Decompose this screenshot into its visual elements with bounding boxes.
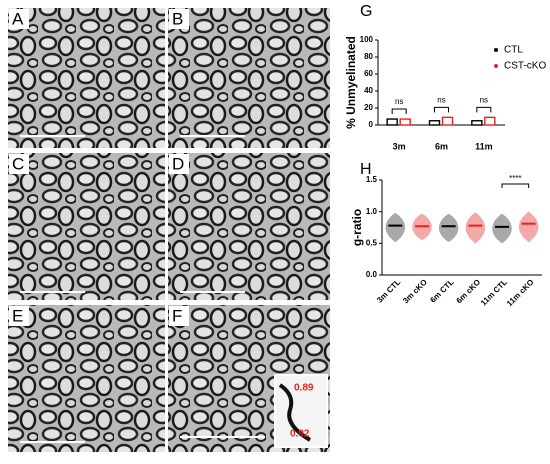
annotation: ns — [395, 97, 403, 106]
sig-bracket — [434, 106, 449, 113]
panel-letter: A — [12, 9, 24, 28]
em-images — [8, 8, 330, 452]
em-image — [8, 305, 165, 452]
em-image — [8, 153, 165, 300]
panel-letter: B — [172, 9, 183, 28]
letter-bg — [169, 154, 189, 174]
y-axis-label: % Unmyelinated — [344, 36, 358, 129]
violin — [438, 213, 459, 243]
y-tick-label: 0.0 — [366, 270, 378, 279]
legend-label: CTL — [504, 45, 523, 56]
panel-letter: C — [12, 154, 24, 173]
annotation: ns — [480, 95, 488, 104]
x-tick-label: 11m CTL — [479, 277, 509, 307]
x-tick-label: 6m CTL — [428, 277, 455, 304]
letter-bg — [169, 306, 189, 326]
violin — [492, 213, 512, 244]
y-tick-label: 1.0 — [366, 207, 378, 216]
annotation: **** — [509, 174, 521, 183]
x-tick-label: 6m — [435, 141, 448, 151]
y-tick-label: 80 — [364, 52, 373, 61]
bar — [441, 116, 454, 126]
panel-letter: H — [360, 161, 372, 178]
em-image — [168, 8, 330, 148]
y-tick-label: 20 — [364, 103, 373, 112]
letter-bg — [9, 9, 29, 29]
panel-letter: F — [172, 306, 182, 325]
y-tick-label: 1.5 — [366, 175, 378, 184]
y-axis-label: g-ratio — [350, 209, 364, 246]
y-tick-label: 0 — [369, 120, 374, 129]
legend-marker — [494, 64, 498, 68]
bar — [484, 116, 496, 126]
y-tick-label: 60 — [364, 69, 373, 78]
panel-letter: E — [12, 306, 23, 325]
violin — [518, 211, 539, 243]
panel-letters: A B C D E F 0.89 0.92 — [9, 9, 314, 440]
letter-bg — [9, 306, 29, 326]
bar — [399, 118, 411, 126]
sig-bracket — [391, 108, 407, 115]
bar — [428, 120, 441, 126]
sig-bracket — [501, 183, 530, 188]
x-tick-label: 3m — [393, 141, 406, 151]
sig-bracket — [476, 106, 492, 113]
y-tick-label: 100 — [360, 35, 374, 44]
x-tick-label: 3m CTL — [375, 277, 402, 304]
panel-letter: G — [360, 3, 372, 20]
letter-bg — [169, 9, 189, 29]
bar — [471, 120, 483, 126]
em-image — [8, 8, 165, 148]
x-tick-label: 11m — [475, 141, 493, 151]
bar — [386, 118, 398, 126]
legend-marker — [494, 48, 498, 52]
legend-label: CST-cKO — [504, 61, 546, 72]
annotation: ns — [437, 95, 445, 104]
em-image — [168, 153, 330, 300]
violin — [385, 212, 406, 243]
violin — [465, 212, 486, 244]
inset-label: 0.92 — [290, 429, 310, 440]
panel-letter: D — [172, 154, 184, 173]
letter-bg — [9, 154, 29, 174]
x-tick-label: 11m cKO — [505, 278, 536, 309]
y-tick-label: 40 — [364, 86, 373, 95]
y-tick-label: 0.5 — [366, 238, 378, 247]
inset-axon — [278, 383, 312, 442]
inset-label: 0.89 — [294, 383, 314, 394]
x-tick-label: 3m cKO — [401, 278, 429, 306]
